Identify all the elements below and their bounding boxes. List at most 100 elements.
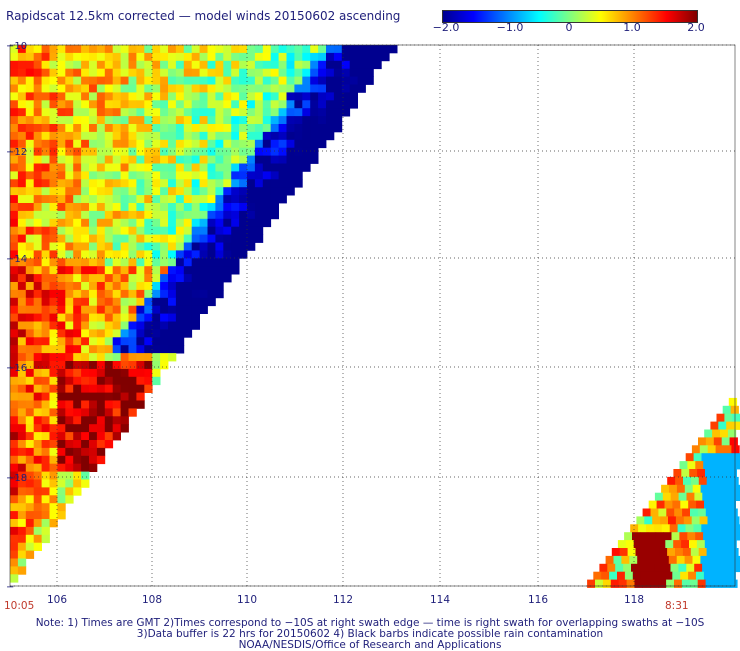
- wind-cell: [25, 242, 35, 251]
- wind-cell: [81, 361, 90, 370]
- wind-cell: [294, 124, 303, 133]
- wind-cell: [160, 353, 169, 362]
- wind-cell: [104, 139, 114, 149]
- wind-cell: [247, 171, 256, 180]
- wind-cell: [278, 139, 287, 149]
- wind-cell: [199, 179, 208, 188]
- wind-cell: [57, 84, 66, 93]
- wind-cell: [215, 266, 224, 275]
- colorbar-tick-label: 2.0: [687, 21, 705, 34]
- wind-cell: [732, 484, 740, 494]
- wind-cell: [49, 321, 58, 330]
- wind-cell: [278, 163, 287, 172]
- wind-cell: [33, 116, 42, 125]
- wind-cell: [270, 203, 279, 212]
- wind-cell: [73, 447, 82, 457]
- wind-cell: [49, 131, 58, 141]
- wind-cell: [286, 155, 295, 164]
- wind-cell: [136, 171, 145, 180]
- wind-cell: [120, 187, 129, 196]
- wind-cell: [41, 242, 50, 251]
- wind-cell: [89, 203, 98, 212]
- wind-cell: [144, 242, 153, 251]
- wind-cell: [96, 416, 106, 425]
- wind-cell: [120, 92, 129, 101]
- wind-cell: [302, 76, 311, 85]
- wind-cell: [136, 100, 145, 109]
- wind-cell: [65, 471, 74, 480]
- wind-cell: [65, 131, 74, 141]
- wind-cell: [262, 203, 272, 212]
- wind-cell: [183, 147, 193, 156]
- wind-cell: [65, 408, 74, 417]
- wind-cell: [144, 376, 153, 386]
- wind-cell: [65, 361, 74, 370]
- wind-cell: [231, 163, 240, 172]
- wind-cell: [732, 524, 740, 533]
- wind-cell: [104, 108, 114, 117]
- wind-cell: [57, 495, 66, 504]
- wind-cell: [641, 540, 650, 549]
- wind-cell: [17, 195, 27, 204]
- wind-cell: [649, 540, 658, 549]
- wind-cell: [104, 337, 114, 346]
- wind-cell: [25, 440, 35, 449]
- wind-cell: [81, 424, 90, 433]
- wind-cell: [112, 147, 121, 156]
- wind-cell: [49, 463, 58, 472]
- wind-cell: [688, 571, 697, 580]
- wind-cell: [73, 124, 82, 133]
- wind-cell: [183, 195, 193, 204]
- wind-cell: [33, 124, 42, 133]
- wind-cell: [270, 52, 279, 62]
- wind-cell: [17, 52, 27, 62]
- wind-cell: [207, 52, 216, 62]
- axis-labels: −10−12−14−16−18−106 108 110 112 114 116 118: [6, 41, 644, 606]
- wind-cell: [215, 131, 224, 141]
- wind-cell: [175, 108, 185, 117]
- longitude-label: 106: [47, 594, 67, 606]
- wind-cell: [191, 226, 200, 235]
- wind-cell: [144, 289, 153, 299]
- wind-cell: [25, 432, 35, 441]
- wind-cell: [17, 408, 27, 417]
- wind-cell: [677, 524, 686, 533]
- wind-cell: [136, 179, 145, 188]
- wind-cell: [57, 455, 66, 465]
- wind-cell: [168, 92, 177, 101]
- wind-cell: [25, 274, 35, 283]
- wind-cell: [96, 337, 106, 346]
- wind-cell: [96, 226, 106, 235]
- wind-cell: [714, 476, 723, 486]
- wind-cell: [136, 368, 145, 378]
- wind-cell: [81, 116, 90, 125]
- wind-cell: [65, 353, 74, 362]
- wind-cell: [57, 116, 66, 125]
- wind-cell: [49, 68, 58, 77]
- wind-cell: [41, 258, 50, 267]
- note-line-1: Note: 1) Times are GMT 2)Times correspon…: [35, 617, 705, 629]
- wind-cell: [128, 124, 137, 133]
- wind-cell: [286, 92, 295, 101]
- wind-cell: [683, 516, 693, 525]
- wind-cell: [247, 242, 256, 251]
- wind-cell: [104, 242, 114, 251]
- wind-cell: [65, 305, 74, 314]
- wind-cell: [207, 297, 216, 307]
- wind-cell: [25, 329, 35, 338]
- wind-cell: [152, 155, 161, 164]
- wind-cell: [247, 68, 256, 77]
- wind-cell: [160, 92, 169, 101]
- wind-cell: [89, 147, 98, 156]
- wind-cell: [310, 68, 319, 77]
- wind-cell: [96, 242, 106, 251]
- wind-cell: [17, 187, 27, 196]
- wind-cell: [294, 131, 303, 141]
- wind-cell: [10, 203, 19, 212]
- wind-cell: [33, 361, 42, 370]
- wind-cell: [25, 226, 35, 235]
- wind-cell: [239, 92, 248, 101]
- wind-cell: [73, 455, 82, 465]
- wind-cell: [152, 124, 161, 133]
- wind-cell: [160, 131, 169, 141]
